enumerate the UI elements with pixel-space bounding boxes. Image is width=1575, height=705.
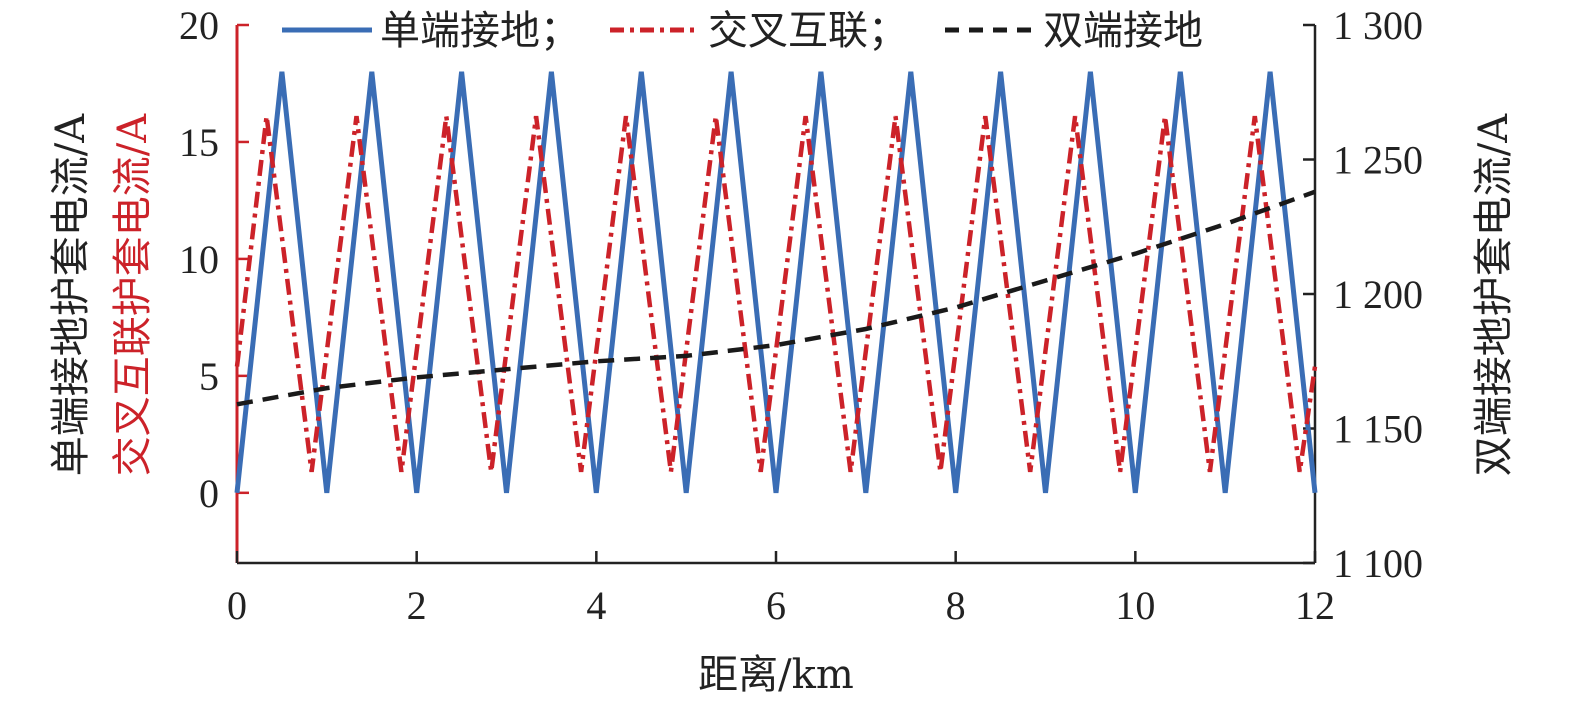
right-y-tick-label: 1 200 xyxy=(1333,272,1423,317)
right-y-axis-ticks: 1 100 1 150 1 200 1 250 1 300 xyxy=(1303,3,1423,586)
left-y-axis-title-cross-bonded: 交叉互联护套电流/A xyxy=(110,113,156,476)
left-y-tick-label: 15 xyxy=(179,120,219,165)
right-y-tick-label: 1 300 xyxy=(1333,3,1423,48)
right-y-tick-label: 1 150 xyxy=(1333,407,1423,452)
series-layer xyxy=(234,71,1318,494)
legend-separator-2: ； xyxy=(868,8,908,54)
legend-label-cross-bonded: 交叉互联 xyxy=(708,8,868,54)
x-tick-label: 6 xyxy=(766,583,786,628)
x-tick-label: 12 xyxy=(1295,583,1335,628)
x-tick-label: 2 xyxy=(407,583,427,628)
right-y-axis-title: 双端接地护套电流/A xyxy=(1471,113,1517,476)
x-axis-ticks: 0 2 4 6 8 10 12 xyxy=(227,551,1335,628)
right-y-tick-label: 1 250 xyxy=(1333,138,1423,183)
series-double-end-line xyxy=(236,189,1316,407)
legend: 单端接地 ； 交叉互联 ； 双端接地 xyxy=(282,8,1203,54)
x-axis-title: 距离/km xyxy=(698,652,854,698)
left-y-axis-ticks: 0 5 10 15 20 xyxy=(179,3,249,516)
legend-separator-1: ； xyxy=(540,8,580,54)
x-tick-label: 8 xyxy=(946,583,966,628)
left-y-axis-title-single-end: 单端接地护套电流/A xyxy=(48,113,94,476)
left-y-tick-label: 0 xyxy=(199,471,219,516)
legend-label-single-end: 单端接地 xyxy=(380,8,540,54)
x-tick-label: 10 xyxy=(1115,583,1155,628)
series-cross-bonded-line xyxy=(234,115,1318,473)
left-y-tick-label: 5 xyxy=(199,354,219,399)
x-tick-label: 0 xyxy=(227,583,247,628)
series-single-end-line xyxy=(234,71,1318,494)
left-y-tick-label: 20 xyxy=(179,3,219,48)
right-y-tick-label: 1 100 xyxy=(1333,541,1423,586)
left-y-tick-label: 10 xyxy=(179,237,219,282)
x-tick-label: 4 xyxy=(586,583,606,628)
legend-label-double-end: 双端接地 xyxy=(1043,8,1203,54)
